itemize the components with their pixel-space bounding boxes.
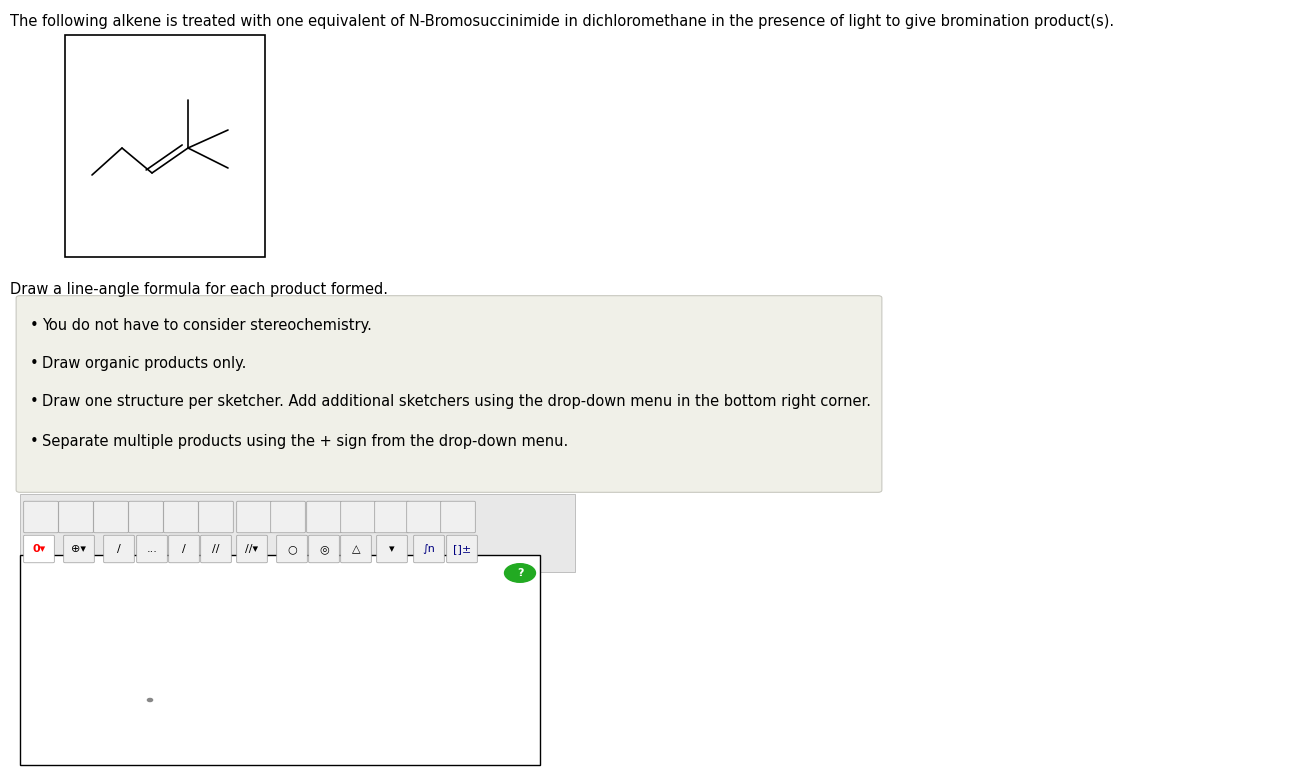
FancyBboxPatch shape	[308, 536, 339, 563]
FancyBboxPatch shape	[94, 502, 129, 533]
FancyBboxPatch shape	[23, 502, 58, 533]
FancyBboxPatch shape	[375, 502, 410, 533]
Text: ◎: ◎	[320, 544, 329, 554]
Text: •: •	[30, 356, 39, 371]
FancyBboxPatch shape	[201, 536, 231, 563]
FancyBboxPatch shape	[277, 536, 307, 563]
FancyBboxPatch shape	[103, 536, 134, 563]
FancyBboxPatch shape	[447, 536, 477, 563]
Text: ⊕▾: ⊕▾	[71, 544, 86, 554]
Circle shape	[504, 563, 535, 582]
Text: ...: ...	[147, 544, 157, 554]
Text: /: /	[182, 544, 186, 554]
FancyBboxPatch shape	[376, 536, 407, 563]
Text: You do not have to consider stereochemistry.: You do not have to consider stereochemis…	[43, 318, 371, 333]
FancyBboxPatch shape	[237, 536, 267, 563]
Bar	[21, 494, 575, 572]
Bar	[21, 555, 540, 765]
FancyBboxPatch shape	[340, 502, 375, 533]
Text: 0▾: 0▾	[32, 544, 45, 554]
FancyBboxPatch shape	[414, 536, 445, 563]
Text: ▾: ▾	[389, 544, 394, 554]
Circle shape	[147, 698, 152, 701]
Text: //▾: //▾	[245, 544, 259, 554]
Text: •: •	[30, 394, 39, 409]
FancyBboxPatch shape	[169, 536, 200, 563]
Text: Separate multiple products using the + sign from the drop-down menu.: Separate multiple products using the + s…	[43, 434, 568, 449]
FancyBboxPatch shape	[441, 502, 476, 533]
Text: Draw organic products only.: Draw organic products only.	[43, 356, 246, 371]
FancyBboxPatch shape	[137, 536, 168, 563]
Text: The following alkene is treated with one equivalent of N-Bromosuccinimide in dic: The following alkene is treated with one…	[10, 14, 1114, 29]
Text: //: //	[213, 544, 219, 554]
Text: /: /	[117, 544, 121, 554]
Text: •: •	[30, 318, 39, 333]
Text: []±: []±	[452, 544, 470, 554]
Text: ∫n: ∫n	[423, 544, 436, 554]
FancyBboxPatch shape	[23, 536, 54, 563]
FancyBboxPatch shape	[407, 502, 441, 533]
FancyBboxPatch shape	[17, 296, 882, 492]
Bar	[64, 35, 266, 257]
Text: △: △	[352, 544, 360, 554]
FancyBboxPatch shape	[340, 536, 371, 563]
Text: ○: ○	[287, 544, 296, 554]
Text: Draw one structure per sketcher. Add additional sketchers using the drop-down me: Draw one structure per sketcher. Add add…	[43, 394, 871, 409]
FancyBboxPatch shape	[199, 502, 233, 533]
FancyBboxPatch shape	[237, 502, 271, 533]
Text: Draw a line-angle formula for each product formed.: Draw a line-angle formula for each produ…	[10, 282, 388, 297]
Text: •: •	[30, 434, 39, 449]
FancyBboxPatch shape	[59, 502, 93, 533]
FancyBboxPatch shape	[164, 502, 199, 533]
Text: ?: ?	[517, 568, 523, 578]
FancyBboxPatch shape	[307, 502, 342, 533]
FancyBboxPatch shape	[63, 536, 94, 563]
FancyBboxPatch shape	[129, 502, 164, 533]
FancyBboxPatch shape	[271, 502, 305, 533]
